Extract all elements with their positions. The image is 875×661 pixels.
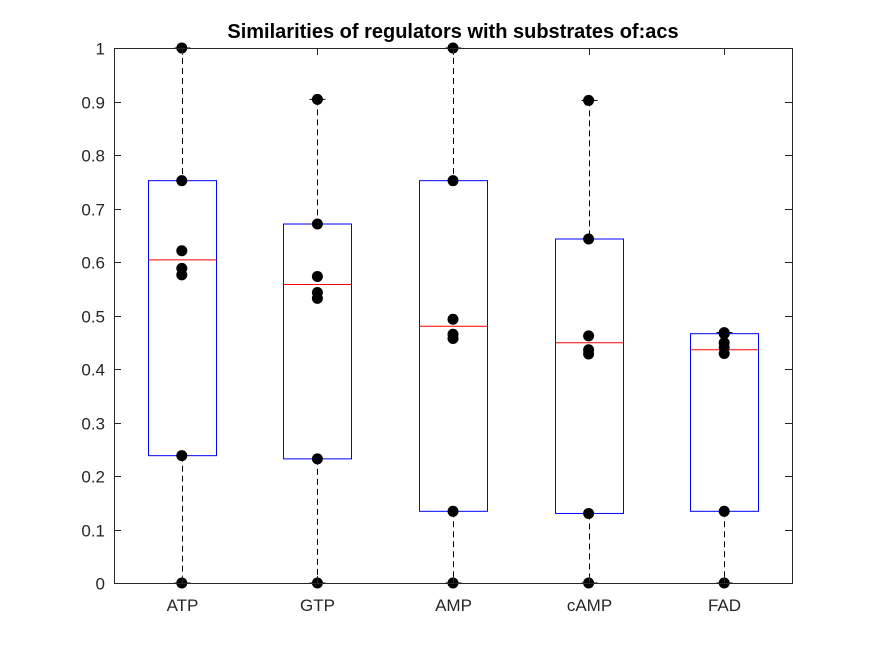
data-point [311, 453, 323, 465]
x-tick-label: FAD [708, 596, 741, 615]
data-point [447, 175, 459, 187]
data-point [583, 94, 595, 106]
x-axis-ticks: ATP GTP AMP cAMP FAD [167, 48, 741, 615]
points-group-fad [718, 327, 730, 589]
y-tick-label: 1 [96, 40, 105, 59]
data-point [176, 262, 188, 274]
x-tick-label: ATP [167, 596, 199, 615]
y-tick-label: 0.4 [81, 361, 105, 380]
data-point [718, 337, 730, 349]
data-point [447, 505, 459, 517]
data-point [718, 327, 730, 339]
y-tick-label: 0.7 [81, 201, 105, 220]
x-tick-label: AMP [435, 596, 472, 615]
data-point [176, 245, 188, 257]
data-point [311, 286, 323, 298]
chart-marks [148, 42, 759, 589]
chart-title: Similarities of regulators with substrat… [227, 21, 678, 43]
x-tick-label: cAMP [567, 596, 612, 615]
y-tick-label: 0.2 [81, 468, 105, 487]
data-point [176, 450, 188, 462]
points-group-gtp [311, 93, 323, 589]
data-point [447, 313, 459, 325]
y-tick-label: 0 [96, 575, 105, 594]
y-tick-label: 0.9 [81, 94, 105, 113]
data-point [176, 175, 188, 187]
data-point [583, 233, 595, 245]
y-tick-label: 0.1 [81, 522, 105, 541]
y-tick-label: 0.5 [81, 308, 105, 327]
data-point [583, 344, 595, 356]
data-point [311, 93, 323, 105]
data-point [583, 330, 595, 342]
data-point [311, 218, 323, 230]
y-tick-label: 0.8 [81, 147, 105, 166]
x-tick-label: GTP [300, 596, 335, 615]
y-tick-label: 0.3 [81, 415, 105, 434]
points-group-camp [583, 94, 595, 589]
data-point [718, 505, 730, 517]
data-point [447, 328, 459, 340]
y-axis-ticks: 0 0.1 0.2 0.3 0.4 0.5 0.6 0.7 0.8 0.9 1 [81, 40, 792, 594]
y-tick-label: 0.6 [81, 254, 105, 273]
points-group-atp [176, 42, 188, 589]
data-point [583, 507, 595, 519]
points-group-amp [447, 42, 459, 589]
data-point [311, 270, 323, 282]
